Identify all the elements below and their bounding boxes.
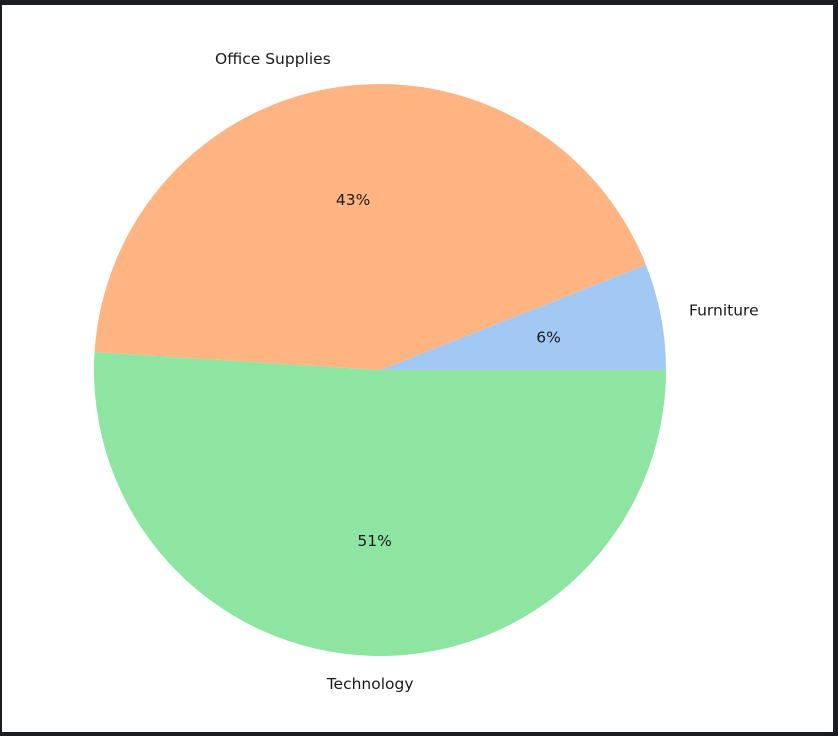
slice-percent-furniture: 6% (536, 328, 561, 346)
slice-label-technology: Technology (326, 675, 414, 693)
pie-slice-office-supplies (94, 83, 646, 370)
pie-slice-technology (94, 352, 667, 656)
slice-percent-office-supplies: 43% (336, 191, 370, 209)
chart-frame: Furniture 6% Office Supplies 43% Technology 5… (2, 5, 833, 732)
slice-percent-technology: 51% (357, 532, 391, 550)
slice-label-furniture: Furniture (689, 302, 759, 320)
slice-label-office-supplies: Office Supplies (215, 50, 331, 68)
pie-slice-furniture (380, 264, 666, 370)
pie-chart: Furniture 6% Office Supplies 43% Technology 5… (94, 50, 759, 693)
